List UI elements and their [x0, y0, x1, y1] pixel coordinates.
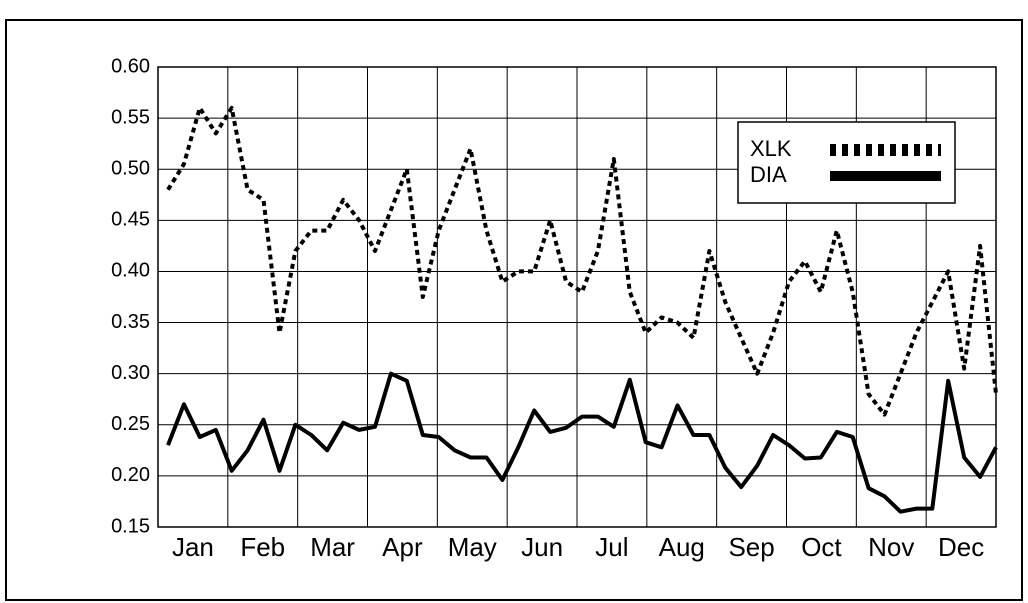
series-line	[166, 105, 998, 417]
y-tick-label: 0.30	[111, 362, 150, 384]
x-tick-label: Nov	[868, 532, 914, 562]
y-tick-label: 0.40	[111, 260, 150, 282]
x-tick-label: Oct	[801, 532, 842, 562]
series-line	[166, 371, 998, 514]
legend-box	[737, 121, 956, 204]
y-tick-label: 0.55	[111, 106, 150, 128]
y-tick-label: 0.35	[111, 311, 150, 333]
x-tick-label: May	[448, 532, 497, 562]
x-tick-label: Aug	[659, 532, 705, 562]
legend-label: XLK	[750, 136, 792, 161]
x-tick-label: Sep	[728, 532, 774, 562]
y-tick-label: 0.60	[111, 55, 150, 77]
y-tick-label: 0.15	[111, 515, 150, 537]
y-tick-label: 0.25	[111, 413, 150, 435]
x-tick-label: Mar	[310, 532, 355, 562]
y-tick-label: 0.50	[111, 158, 150, 180]
y-tick-label: 0.45	[111, 209, 150, 231]
x-tick-label: Apr	[382, 532, 423, 562]
frame	[5, 19, 1023, 601]
x-tick-label: Dec	[938, 532, 984, 562]
x-tick-label: Jul	[595, 532, 628, 562]
x-tick-label: Jun	[521, 532, 563, 562]
y-tick-label: 0.20	[111, 464, 150, 486]
x-tick-label: Jan	[172, 532, 214, 562]
legend-label: DIA	[750, 162, 787, 187]
x-tick-label: Feb	[240, 532, 285, 562]
